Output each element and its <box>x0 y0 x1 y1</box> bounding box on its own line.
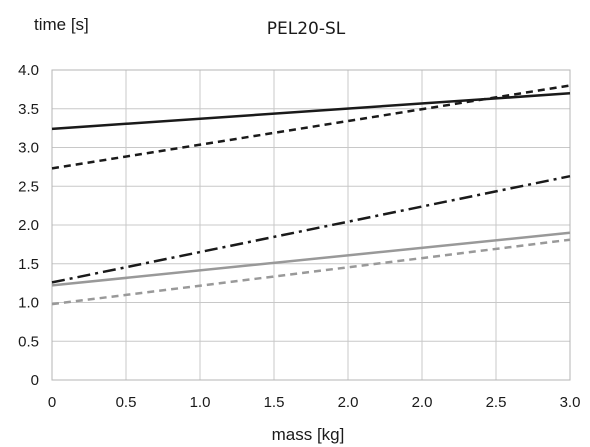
y-tick-label: 0.5 <box>18 333 39 350</box>
x-tick-label: 1.0 <box>190 394 211 411</box>
series-line-4 <box>51 231 571 287</box>
y-tick-label: 3.0 <box>18 140 39 157</box>
y-tick-label: 1.5 <box>18 256 39 273</box>
y-tick-labels: 0 0.5 1.0 1.5 2.0 2.5 3.0 3.5 4.0 <box>18 62 39 389</box>
series-line-2 <box>51 84 571 170</box>
y-tick-label: 2.5 <box>18 178 39 195</box>
x-tick-label: 3.0 <box>560 394 581 411</box>
y-tick-label: 4.0 <box>18 62 39 79</box>
y-tick-label: 2.0 <box>18 217 39 234</box>
x-tick-label: 2.5 <box>486 394 507 411</box>
y-tick-label: 1.0 <box>18 295 39 312</box>
x-tick-label: 0.5 <box>116 394 137 411</box>
x-axis-title: mass [kg] <box>272 425 345 444</box>
x-tick-label: 0 <box>48 394 56 411</box>
x-tick-label: 2.0 <box>338 394 359 411</box>
y-tick-label: 0 <box>31 372 39 389</box>
series-line-3 <box>51 174 571 284</box>
y-axis-title: time [s] <box>34 15 89 34</box>
x-tick-label: 1.5 <box>264 394 285 411</box>
y-tick-label: 3.5 <box>18 101 39 118</box>
series-line-5 <box>51 238 571 306</box>
grid <box>52 70 570 380</box>
chart-title: PEL20-SL <box>267 19 346 39</box>
plot-frame <box>51 69 571 381</box>
x-tick-label: 2.0 <box>412 394 433 411</box>
series-lines <box>51 84 571 306</box>
x-tick-labels: 0 0.5 1.0 1.5 2.0 2.0 2.5 3.0 <box>48 394 581 411</box>
